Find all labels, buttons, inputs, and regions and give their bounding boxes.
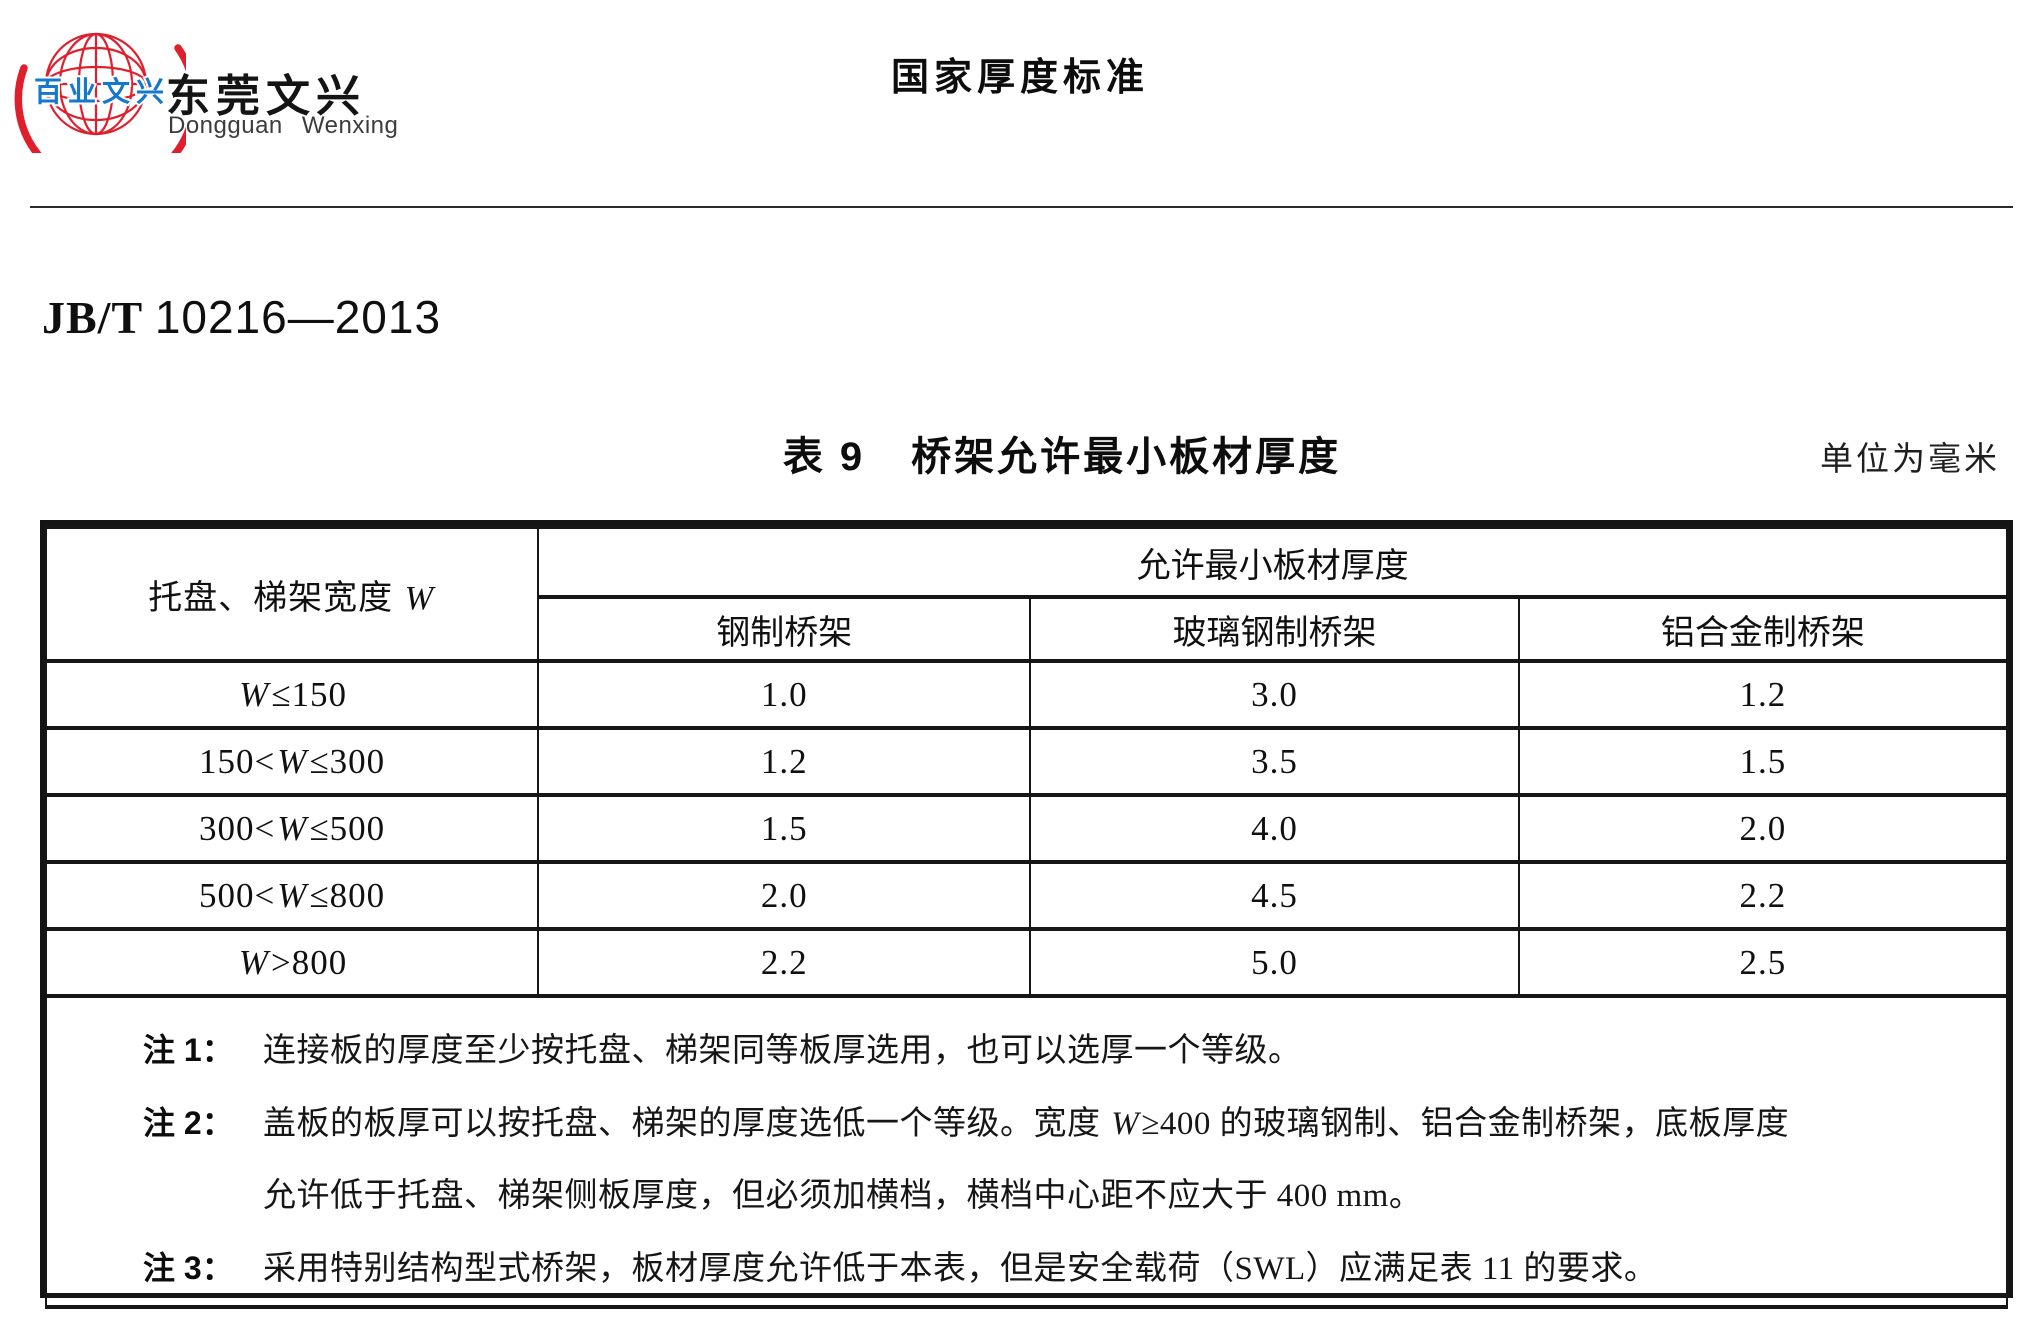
logo-company-name-latin: Dongguan Wenxing [168, 112, 399, 139]
header-divider [30, 206, 2013, 208]
table-caption: 表 9 桥架允许最小板材厚度 [783, 424, 1341, 482]
note-1-text: 连接板的厚度至少按托盘、梯架同等板厚选用，也可以选厚一个等级。 [263, 1033, 1302, 1069]
note-2-line-1: 注 2： 盖板的板厚可以按托盘、梯架的厚度选低一个等级。宽度 W≥400 的玻璃… [143, 1087, 1978, 1160]
steel-value-cell: 1.5 [537, 793, 1032, 864]
table-row: 150<W≤300 1.2 3.5 1.5 [44, 726, 2009, 797]
span-header-cell: 允许最小板材厚度 [537, 525, 2008, 599]
aluminum-value-cell: 1.5 [1517, 726, 2009, 797]
width-range-cell: 150<W≤300 [44, 726, 540, 797]
frp-value-cell: 3.5 [1029, 726, 1520, 797]
sub-header-frp: 玻璃钢制桥架 [1029, 595, 1520, 663]
width-range-cell: W≤150 [44, 659, 540, 730]
note-1: 注 1： 连接板的厚度至少按托盘、梯架同等板厚选用，也可以选厚一个等级。 [143, 1014, 1978, 1087]
note-3-text: 采用特别结构型式桥架，板材厚度允许低于本表，但是安全载荷（SWL）应满足表 11… [263, 1251, 1658, 1287]
table-caption-title: 桥架允许最小板材厚度 [911, 435, 1342, 479]
steel-value-cell: 1.0 [537, 659, 1032, 730]
unit-note: 单位为毫米 [1820, 442, 2000, 478]
sub-header-aluminum: 铝合金制桥架 [1517, 595, 2009, 663]
steel-value-cell: 2.0 [537, 860, 1032, 931]
note-1-label: 注 1： [143, 1032, 234, 1068]
table-row: 300<W≤500 1.5 4.0 2.0 [44, 793, 2009, 864]
width-variable: W [404, 579, 435, 617]
note-2-line-2: 允许低于托盘、梯架侧板厚度，但必须加横档，横档中心距不应大于 400 mm。 [143, 1160, 1978, 1232]
company-logo: 百业文兴 东莞文兴 Dongguan Wenxing [14, 8, 398, 153]
width-range-cell: 500<W≤800 [44, 860, 540, 931]
note-2-label: 注 2： [143, 1105, 234, 1141]
standard-code-number: 10216—2013 [154, 291, 442, 343]
note-3: 注 3： 采用特别结构型式桥架，板材厚度允许低于本表，但是安全载荷（SWL）应满… [143, 1232, 1978, 1305]
width-variable: W [277, 808, 308, 848]
page-title: 国家厚度标准 [890, 57, 1150, 99]
frp-value-cell: 3.0 [1029, 659, 1520, 730]
frp-value-cell: 4.0 [1029, 793, 1520, 864]
thickness-table-frame: 托盘、梯架宽度 W 允许最小板材厚度 钢制桥架 玻璃钢制桥架 铝合金制桥架 W≤… [40, 520, 2013, 1309]
aluminum-value-cell: 1.2 [1517, 659, 2009, 730]
aluminum-value-cell: 2.0 [1517, 793, 2009, 864]
corner-header-cell: 托盘、梯架宽度 W [44, 525, 540, 663]
thickness-table: 托盘、梯架宽度 W 允许最小板材厚度 钢制桥架 玻璃钢制桥架 铝合金制桥架 W≤… [44, 525, 2009, 1309]
logo-company-name-cjk: 东莞文兴 [166, 72, 366, 121]
standard-code: JB/T 10216—2013 [42, 290, 441, 344]
width-variable: W [1111, 1106, 1140, 1142]
globe-overlay-text: 百业文兴 [34, 75, 170, 107]
width-variable: W [238, 942, 270, 982]
width-variable: W [239, 674, 270, 714]
globe-swoosh [14, 44, 186, 153]
table-row: W>800 2.2 5.0 2.5 [44, 927, 2009, 998]
table-row: 500<W≤800 2.0 4.5 2.2 [44, 860, 2009, 931]
steel-value-cell: 1.2 [537, 726, 1032, 797]
steel-value-cell: 2.2 [537, 927, 1032, 998]
sub-header-steel: 钢制桥架 [537, 595, 1032, 663]
notes-cell: 注 1： 连接板的厚度至少按托盘、梯架同等板厚选用，也可以选厚一个等级。 注 2… [45, 994, 2008, 1309]
table-caption-label: 表 9 [782, 435, 866, 479]
frp-value-cell: 4.5 [1029, 860, 1520, 931]
aluminum-value-cell: 2.2 [1517, 860, 2009, 931]
aluminum-value-cell: 2.5 [1517, 927, 2009, 998]
header-row-span: 托盘、梯架宽度 W 允许最小板材厚度 [44, 525, 2008, 663]
width-range-cell: W>800 [44, 927, 540, 998]
corner-header-text: 托盘、梯架宽度 [148, 579, 403, 617]
header-row-materials: 钢制桥架 玻璃钢制桥架 铝合金制桥架 [46, 595, 2009, 663]
frp-value-cell: 5.0 [1029, 927, 1520, 998]
standard-code-prefix: JB/T [42, 292, 155, 343]
notes-row: 注 1： 连接板的厚度至少按托盘、梯架同等板厚选用，也可以选厚一个等级。 注 2… [45, 994, 2008, 1309]
note-2-text-line-2: 允许低于托盘、梯架侧板厚度，但必须加横档，横档中心距不应大于 400 mm。 [263, 1178, 1423, 1214]
table-row: W≤150 1.0 3.0 1.2 [44, 659, 2009, 730]
globe-logo-icon: 百业文兴 [14, 32, 186, 153]
note-2-text-line-1: 盖板的板厚可以按托盘、梯架的厚度选低一个等级。宽度 W≥400 的玻璃钢制、铝合… [263, 1106, 1790, 1142]
note-3-label: 注 3： [143, 1250, 234, 1286]
width-variable: W [277, 741, 308, 781]
width-variable: W [277, 875, 308, 915]
width-range-cell: 300<W≤500 [44, 793, 540, 864]
